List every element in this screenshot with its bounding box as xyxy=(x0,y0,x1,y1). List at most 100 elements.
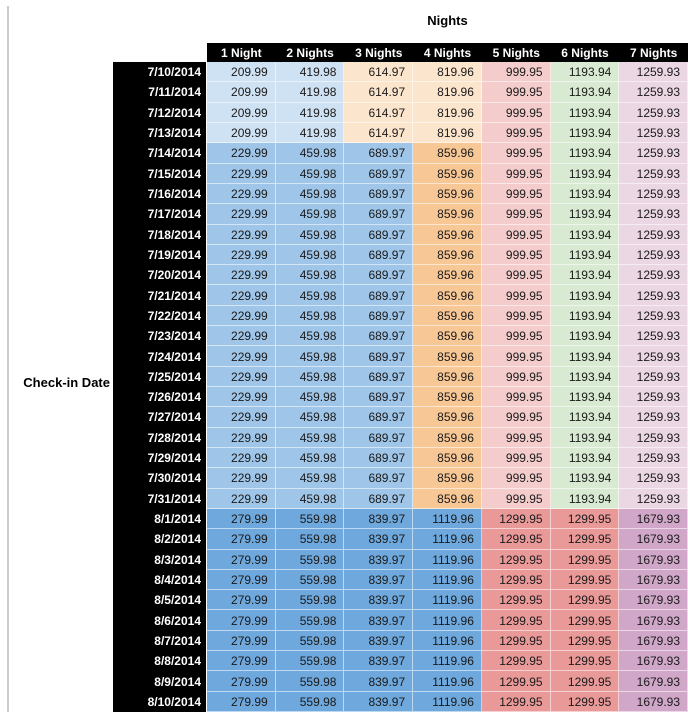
price-cell[interactable]: 1259.93 xyxy=(619,407,688,428)
row-header-date[interactable]: 7/16/2014 xyxy=(113,183,207,205)
row-header-date[interactable]: 8/9/2014 xyxy=(113,671,207,692)
price-cell[interactable]: 459.98 xyxy=(275,346,345,367)
price-cell[interactable]: 279.99 xyxy=(207,569,276,591)
price-cell[interactable]: 689.97 xyxy=(344,224,414,245)
price-cell[interactable]: 229.99 xyxy=(207,265,276,286)
price-cell[interactable]: 1299.95 xyxy=(550,590,620,611)
price-cell[interactable]: 1259.93 xyxy=(619,122,688,144)
price-cell[interactable]: 209.99 xyxy=(207,62,276,83)
price-cell[interactable]: 1299.95 xyxy=(481,590,551,611)
row-header-date[interactable]: 7/13/2014 xyxy=(113,122,207,144)
price-cell[interactable]: 839.97 xyxy=(344,508,414,530)
price-cell[interactable]: 999.95 xyxy=(481,183,551,205)
row-header-date[interactable]: 8/3/2014 xyxy=(113,549,207,570)
price-cell[interactable]: 859.96 xyxy=(413,346,482,367)
price-cell[interactable]: 1299.95 xyxy=(550,671,620,692)
price-cell[interactable]: 1299.95 xyxy=(550,610,620,631)
price-cell[interactable]: 1119.96 xyxy=(413,590,482,611)
price-cell[interactable]: 209.99 xyxy=(207,122,276,144)
price-cell[interactable]: 819.96 xyxy=(413,82,482,103)
price-cell[interactable]: 1193.94 xyxy=(550,143,620,164)
price-cell[interactable]: 859.96 xyxy=(413,244,482,266)
price-cell[interactable]: 1299.95 xyxy=(481,569,551,591)
row-header-date[interactable]: 7/29/2014 xyxy=(113,447,207,469)
price-cell[interactable]: 819.96 xyxy=(413,62,482,83)
price-cell[interactable]: 859.96 xyxy=(413,285,482,306)
price-cell[interactable]: 279.99 xyxy=(207,549,276,570)
price-cell[interactable]: 689.97 xyxy=(344,468,414,489)
price-cell[interactable]: 999.95 xyxy=(481,447,551,469)
price-cell[interactable]: 839.97 xyxy=(344,630,414,652)
price-cell[interactable]: 689.97 xyxy=(344,305,414,327)
price-cell[interactable]: 1193.94 xyxy=(550,82,620,103)
price-cell[interactable]: 689.97 xyxy=(344,143,414,164)
price-cell[interactable]: 999.95 xyxy=(481,468,551,489)
row-header-date[interactable]: 8/8/2014 xyxy=(113,651,207,672)
price-cell[interactable]: 689.97 xyxy=(344,244,414,266)
price-cell[interactable]: 689.97 xyxy=(344,447,414,469)
price-cell[interactable]: 999.95 xyxy=(481,305,551,327)
price-cell[interactable]: 1193.94 xyxy=(550,488,620,509)
price-cell[interactable]: 689.97 xyxy=(344,488,414,509)
price-cell[interactable]: 1259.93 xyxy=(619,82,688,103)
price-cell[interactable]: 419.98 xyxy=(275,82,345,103)
price-cell[interactable]: 614.97 xyxy=(344,102,414,123)
price-cell[interactable]: 689.97 xyxy=(344,326,414,347)
price-cell[interactable]: 279.99 xyxy=(207,630,276,652)
price-cell[interactable]: 1259.93 xyxy=(619,183,688,205)
price-cell[interactable]: 1299.95 xyxy=(481,529,551,550)
price-cell[interactable]: 1299.95 xyxy=(481,610,551,631)
price-cell[interactable]: 1259.93 xyxy=(619,326,688,347)
price-cell[interactable]: 999.95 xyxy=(481,407,551,428)
row-header-date[interactable]: 7/18/2014 xyxy=(113,224,207,245)
price-cell[interactable]: 1299.95 xyxy=(550,508,620,530)
price-cell[interactable]: 1193.94 xyxy=(550,265,620,286)
price-cell[interactable]: 689.97 xyxy=(344,407,414,428)
row-header-date[interactable]: 7/28/2014 xyxy=(113,427,207,448)
price-cell[interactable]: 1679.93 xyxy=(619,691,688,712)
row-header-date[interactable]: 7/14/2014 xyxy=(113,143,207,164)
price-cell[interactable]: 459.98 xyxy=(275,163,345,184)
price-cell[interactable]: 999.95 xyxy=(481,387,551,408)
row-header-date[interactable]: 7/15/2014 xyxy=(113,163,207,184)
price-cell[interactable]: 459.98 xyxy=(275,183,345,205)
price-cell[interactable]: 1119.96 xyxy=(413,691,482,712)
price-cell[interactable]: 1679.93 xyxy=(619,569,688,591)
price-cell[interactable]: 689.97 xyxy=(344,346,414,367)
price-cell[interactable]: 459.98 xyxy=(275,387,345,408)
price-cell[interactable]: 559.98 xyxy=(275,529,345,550)
price-cell[interactable]: 459.98 xyxy=(275,204,345,225)
row-header-date[interactable]: 7/25/2014 xyxy=(113,366,207,387)
price-cell[interactable]: 839.97 xyxy=(344,671,414,692)
price-cell[interactable]: 1193.94 xyxy=(550,387,620,408)
price-cell[interactable]: 229.99 xyxy=(207,204,276,225)
price-cell[interactable]: 859.96 xyxy=(413,326,482,347)
price-cell[interactable]: 229.99 xyxy=(207,244,276,266)
price-cell[interactable]: 689.97 xyxy=(344,387,414,408)
price-cell[interactable]: 229.99 xyxy=(207,326,276,347)
price-cell[interactable]: 279.99 xyxy=(207,529,276,550)
price-cell[interactable]: 999.95 xyxy=(481,143,551,164)
price-cell[interactable]: 859.96 xyxy=(413,143,482,164)
price-cell[interactable]: 689.97 xyxy=(344,204,414,225)
row-header-date[interactable]: 7/20/2014 xyxy=(113,265,207,286)
row-header-date[interactable]: 8/7/2014 xyxy=(113,630,207,652)
price-cell[interactable]: 1119.96 xyxy=(413,508,482,530)
price-cell[interactable]: 229.99 xyxy=(207,447,276,469)
price-cell[interactable]: 1193.94 xyxy=(550,407,620,428)
price-cell[interactable]: 999.95 xyxy=(481,122,551,144)
price-cell[interactable]: 1259.93 xyxy=(619,488,688,509)
price-cell[interactable]: 559.98 xyxy=(275,590,345,611)
price-cell[interactable]: 1193.94 xyxy=(550,122,620,144)
price-cell[interactable]: 1259.93 xyxy=(619,163,688,184)
price-cell[interactable]: 419.98 xyxy=(275,62,345,83)
price-cell[interactable]: 1259.93 xyxy=(619,346,688,367)
price-cell[interactable]: 859.96 xyxy=(413,407,482,428)
price-cell[interactable]: 839.97 xyxy=(344,529,414,550)
row-header-date[interactable]: 7/30/2014 xyxy=(113,468,207,489)
price-cell[interactable]: 1259.93 xyxy=(619,285,688,306)
row-header-date[interactable]: 7/11/2014 xyxy=(113,82,207,103)
price-cell[interactable]: 559.98 xyxy=(275,691,345,712)
price-cell[interactable]: 839.97 xyxy=(344,549,414,570)
price-cell[interactable]: 459.98 xyxy=(275,265,345,286)
